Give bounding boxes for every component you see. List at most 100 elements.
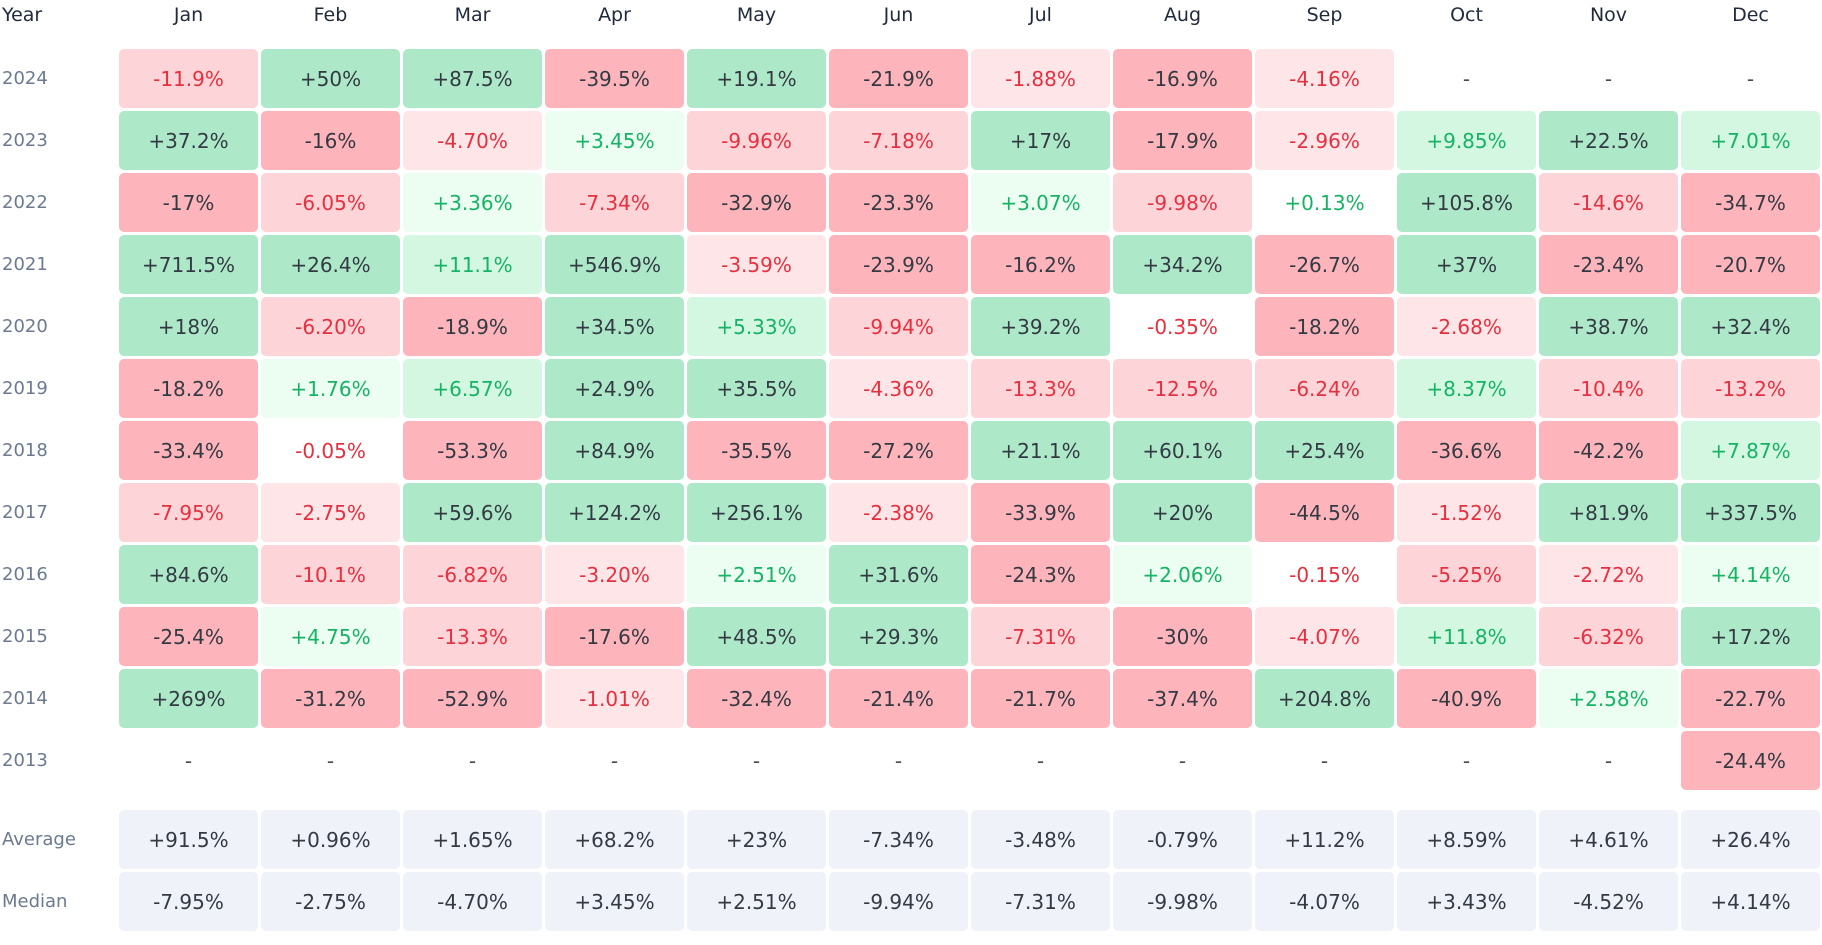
heatmap-cell-2018-mar: -53.3%: [403, 421, 542, 480]
heatmap-cell-2016-may: +2.51%: [687, 545, 826, 604]
heatmap-cell-2022-jun: -23.3%: [829, 173, 968, 232]
year-label-2018: 2018: [2, 440, 48, 461]
heatmap-cell-2020-mar: -18.9%: [403, 297, 542, 356]
heatmap-cell-2021-mar: +11.1%: [403, 235, 542, 294]
heatmap-cell-2022-oct: +105.8%: [1397, 173, 1536, 232]
heatmap-cell-2013-nov: -: [1604, 748, 1613, 773]
summary-cell-average-jul: -3.48%: [971, 810, 1110, 869]
heatmap-cell-2015-may: +48.5%: [687, 607, 826, 666]
heatmap-cell-2021-feb: +26.4%: [261, 235, 400, 294]
heatmap-cell-2020-apr: +34.5%: [545, 297, 684, 356]
heatmap-cell-2013-jun: -: [894, 748, 903, 773]
summary-cell-average-feb: +0.96%: [261, 810, 400, 869]
month-header-dec: Dec: [1732, 4, 1769, 26]
heatmap-cell-2018-may: -35.5%: [687, 421, 826, 480]
heatmap-cell-2023-jan: +37.2%: [119, 111, 258, 170]
heatmap-cell-2017-apr: +124.2%: [545, 483, 684, 542]
summary-cell-median-aug: -9.98%: [1113, 872, 1252, 931]
heatmap-cell-2024-jul: -1.88%: [971, 49, 1110, 108]
heatmap-cell-2013-apr: -: [610, 748, 619, 773]
heatmap-cell-2022-dec: -34.7%: [1681, 173, 1820, 232]
heatmap-cell-2015-sep: -4.07%: [1255, 607, 1394, 666]
summary-cell-average-apr: +68.2%: [545, 810, 684, 869]
summary-cell-median-jul: -7.31%: [971, 872, 1110, 931]
year-label-2024: 2024: [2, 68, 48, 89]
summary-cell-median-may: +2.51%: [687, 872, 826, 931]
heatmap-cell-2023-jul: +17%: [971, 111, 1110, 170]
heatmap-cell-2017-jun: -2.38%: [829, 483, 968, 542]
heatmap-cell-2015-feb: +4.75%: [261, 607, 400, 666]
month-header-aug: Aug: [1163, 4, 1202, 26]
month-header-jul: Jul: [1029, 4, 1052, 26]
year-label-2022: 2022: [2, 192, 48, 213]
heatmap-cell-2015-aug: -30%: [1113, 607, 1252, 666]
heatmap-cell-2017-may: +256.1%: [687, 483, 826, 542]
heatmap-cell-2016-jan: +84.6%: [119, 545, 258, 604]
summary-cell-average-oct: +8.59%: [1397, 810, 1536, 869]
month-header-jan: Jan: [173, 4, 204, 26]
month-header-mar: Mar: [454, 4, 491, 26]
heatmap-cell-2022-apr: -7.34%: [545, 173, 684, 232]
heatmap-cell-2020-jul: +39.2%: [971, 297, 1110, 356]
heatmap-cell-2020-jan: +18%: [119, 297, 258, 356]
heatmap-cell-2015-apr: -17.6%: [545, 607, 684, 666]
heatmap-cell-2017-jan: -7.95%: [119, 483, 258, 542]
heatmap-cell-2013-jul: -: [1036, 748, 1045, 773]
summary-cell-average-aug: -0.79%: [1113, 810, 1252, 869]
heatmap-cell-2021-dec: -20.7%: [1681, 235, 1820, 294]
heatmap-cell-2014-may: -32.4%: [687, 669, 826, 728]
heatmap-cell-2014-apr: -1.01%: [545, 669, 684, 728]
heatmap-cell-2024-may: +19.1%: [687, 49, 826, 108]
heatmap-cell-2024-dec: -: [1746, 66, 1755, 91]
heatmap-cell-2020-dec: +32.4%: [1681, 297, 1820, 356]
heatmap-cell-2013-oct: -: [1462, 748, 1471, 773]
heatmap-cell-2022-may: -32.9%: [687, 173, 826, 232]
heatmap-cell-2020-oct: -2.68%: [1397, 297, 1536, 356]
heatmap-cell-2017-jul: -33.9%: [971, 483, 1110, 542]
heatmap-cell-2022-nov: -14.6%: [1539, 173, 1678, 232]
heatmap-cell-2022-jan: -17%: [119, 173, 258, 232]
heatmap-cell-2022-mar: +3.36%: [403, 173, 542, 232]
heatmap-cell-2023-nov: +22.5%: [1539, 111, 1678, 170]
heatmap-cell-2024-oct: -: [1462, 66, 1471, 91]
heatmap-cell-2018-feb: -0.05%: [295, 438, 366, 463]
summary-cell-median-nov: -4.52%: [1539, 872, 1678, 931]
summary-label-average: Average: [2, 829, 76, 850]
heatmap-cell-2013-feb: -: [326, 748, 335, 773]
heatmap-cell-2015-jan: -25.4%: [119, 607, 258, 666]
month-header-jun: Jun: [883, 4, 914, 26]
heatmap-cell-2017-aug: +20%: [1113, 483, 1252, 542]
heatmap-cell-2015-jun: +29.3%: [829, 607, 968, 666]
heatmap-cell-2019-apr: +24.9%: [545, 359, 684, 418]
year-label-2017: 2017: [2, 502, 48, 523]
heatmap-cell-2013-may: -: [752, 748, 761, 773]
heatmap-cell-2022-feb: -6.05%: [261, 173, 400, 232]
heatmap-cell-2024-jan: -11.9%: [119, 49, 258, 108]
summary-separator: [0, 790, 1820, 807]
heatmap-cell-2021-sep: -26.7%: [1255, 235, 1394, 294]
month-header-feb: Feb: [313, 4, 348, 26]
heatmap-cell-2021-may: -3.59%: [687, 235, 826, 294]
heatmap-cell-2017-feb: -2.75%: [261, 483, 400, 542]
heatmap-cell-2020-aug: -0.35%: [1147, 314, 1218, 339]
heatmap-cell-2024-jun: -21.9%: [829, 49, 968, 108]
month-header-nov: Nov: [1589, 4, 1628, 26]
summary-cell-median-apr: +3.45%: [545, 872, 684, 931]
heatmap-cell-2024-aug: -16.9%: [1113, 49, 1252, 108]
summary-label-median: Median: [2, 891, 68, 912]
heatmap-cell-2021-jan: +711.5%: [119, 235, 258, 294]
heatmap-cell-2023-sep: -2.96%: [1255, 111, 1394, 170]
heatmap-cell-2023-aug: -17.9%: [1113, 111, 1252, 170]
year-label-2021: 2021: [2, 254, 48, 275]
summary-cell-median-jan: -7.95%: [119, 872, 258, 931]
heatmap-cell-2017-mar: +59.6%: [403, 483, 542, 542]
heatmap-cell-2022-sep: +0.13%: [1284, 190, 1365, 215]
heatmap-cell-2016-feb: -10.1%: [261, 545, 400, 604]
heatmap-cell-2018-jun: -27.2%: [829, 421, 968, 480]
heatmap-cell-2020-nov: +38.7%: [1539, 297, 1678, 356]
heatmap-cell-2014-dec: -22.7%: [1681, 669, 1820, 728]
heatmap-cell-2017-dec: +337.5%: [1681, 483, 1820, 542]
heatmap-cell-2019-nov: -10.4%: [1539, 359, 1678, 418]
heatmap-cell-2020-sep: -18.2%: [1255, 297, 1394, 356]
